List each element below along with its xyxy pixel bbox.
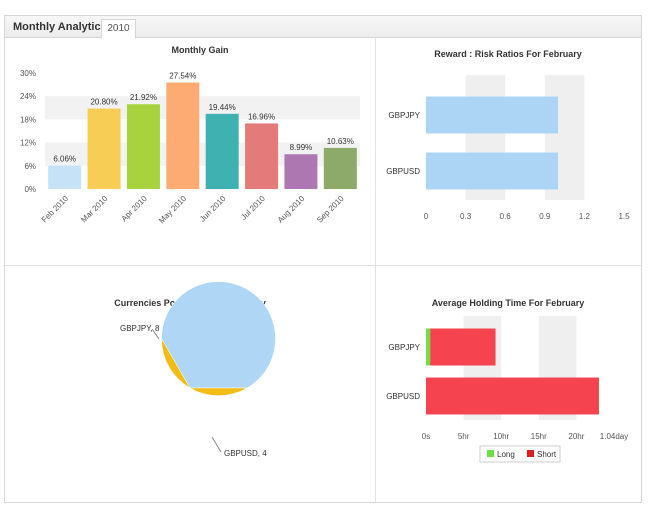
- legend-swatch-long: [487, 450, 494, 457]
- bar-gbpjpy-long: [426, 328, 431, 366]
- x-tick-label: 1.04day: [600, 432, 628, 441]
- panel-title: Monthly Analytics: [13, 21, 107, 33]
- x-tick-label: Mar 2010: [79, 194, 110, 225]
- y-tick-label: 12%: [20, 139, 36, 148]
- bar-apr-2010: [126, 104, 160, 189]
- x-tick-label: 10hr: [493, 432, 509, 441]
- x-tick-label: 5hr: [458, 432, 470, 441]
- data-label: 16.96%: [248, 112, 275, 121]
- tab-bar: Monthly Analytics 2010: [5, 16, 641, 39]
- legend-label-long: Long: [497, 450, 515, 459]
- data-label: 6.06%: [53, 155, 76, 164]
- monthly-gain-title: Monthly Gain: [172, 45, 229, 55]
- y-tick-label: 6%: [24, 162, 36, 171]
- x-tick-label: Sep 2010: [315, 194, 346, 225]
- category-label: GBPUSD: [386, 167, 420, 176]
- pie-label-gbpusd: GBPUSD, 4: [224, 449, 267, 458]
- x-tick-label: 1.2: [579, 212, 591, 221]
- data-label: 8.99%: [290, 143, 313, 152]
- x-tick-label: Aug 2010: [276, 194, 307, 225]
- vertical-divider: [375, 38, 376, 503]
- x-tick-label: May 2010: [157, 194, 189, 226]
- x-tick-label: Apr 2010: [120, 194, 150, 224]
- category-label: GBPJPY: [388, 111, 420, 120]
- horizontal-divider: [5, 265, 641, 266]
- legend-box: [479, 445, 561, 463]
- x-tick-label: 0: [424, 212, 429, 221]
- leader-line: [211, 436, 222, 453]
- y-tick-label: 0%: [24, 185, 36, 194]
- pie-slice-gbpjpy: [161, 281, 276, 389]
- x-tick-label: Jul 2010: [239, 194, 267, 222]
- y-tick-label: 30%: [20, 69, 36, 78]
- category-label: GBPUSD: [386, 392, 420, 401]
- reward-risk-title: Reward : Risk Ratios For February: [434, 49, 582, 59]
- bar-gbpusd: [426, 152, 558, 190]
- tab-2010[interactable]: 2010: [101, 19, 136, 39]
- grid-band: [45, 142, 360, 166]
- x-tick-label: 0s: [422, 432, 430, 441]
- bar-feb-2010: [48, 165, 82, 189]
- bar-gbpjpy-short: [430, 328, 496, 366]
- bar-aug-2010: [284, 154, 318, 189]
- holding-time-title: Average Holding Time For February: [432, 298, 585, 308]
- bar-gbpusd-short: [426, 377, 599, 415]
- bar-sep-2010: [323, 147, 357, 189]
- data-label: 10.63%: [327, 137, 354, 146]
- pie-label-gbpjpy: GBPJPY, 8: [120, 324, 160, 333]
- x-tick-label: 0.6: [500, 212, 512, 221]
- x-tick-label: 1.5: [618, 212, 630, 221]
- data-label: 20.80%: [90, 98, 117, 107]
- y-tick-label: 24%: [20, 92, 36, 101]
- leader-line: [151, 328, 160, 340]
- category-label: GBPJPY: [388, 343, 420, 352]
- x-tick-label: 20hr: [568, 432, 584, 441]
- grid-band: [45, 96, 360, 120]
- bar-jul-2010: [245, 123, 279, 189]
- x-tick-label: Feb 2010: [40, 194, 71, 225]
- bar-may-2010: [166, 82, 200, 189]
- legend-swatch-short: [527, 450, 534, 457]
- x-tick-label: 15hr: [531, 432, 547, 441]
- data-label: 21.92%: [130, 93, 157, 102]
- data-label: 27.54%: [169, 72, 196, 81]
- bar-jun-2010: [205, 113, 239, 189]
- x-tick-label: 0.3: [460, 212, 472, 221]
- x-tick-label: 0.9: [539, 212, 551, 221]
- bar-mar-2010: [87, 108, 121, 189]
- legend-label-short: Short: [537, 450, 557, 459]
- y-tick-label: 18%: [20, 115, 36, 124]
- x-tick-label: Jun 2010: [198, 194, 228, 224]
- data-label: 19.44%: [209, 103, 236, 112]
- pie-slice-gbpusd: [161, 337, 248, 396]
- bar-gbpjpy: [426, 96, 558, 134]
